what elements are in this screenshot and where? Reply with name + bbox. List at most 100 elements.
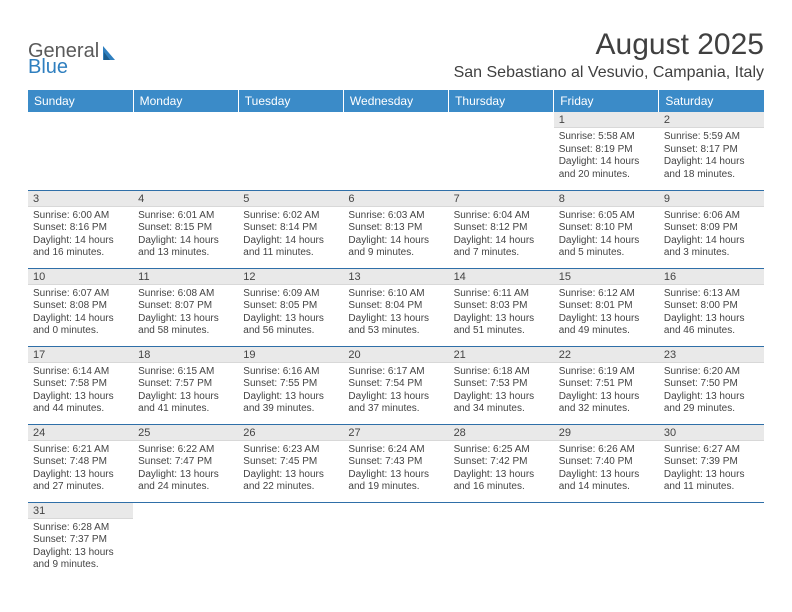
sunrise-text: Sunrise: 6:09 AM xyxy=(243,288,338,301)
day-number: 8 xyxy=(554,191,659,207)
sunset-text: Sunset: 8:16 PM xyxy=(33,222,128,235)
day-details: Sunrise: 6:20 AMSunset: 7:50 PMDaylight:… xyxy=(659,363,764,420)
daylight-text: Daylight: 13 hours and 14 minutes. xyxy=(559,469,654,494)
sunrise-text: Sunrise: 5:59 AM xyxy=(664,131,759,144)
day-details: Sunrise: 6:03 AMSunset: 8:13 PMDaylight:… xyxy=(343,207,448,264)
daylight-text: Daylight: 13 hours and 34 minutes. xyxy=(454,391,549,416)
daylight-text: Daylight: 14 hours and 18 minutes. xyxy=(664,156,759,181)
day-details: Sunrise: 6:13 AMSunset: 8:00 PMDaylight:… xyxy=(659,285,764,342)
calendar-day-cell xyxy=(449,112,554,190)
day-number: 1 xyxy=(554,112,659,128)
calendar-day-cell: 10Sunrise: 6:07 AMSunset: 8:08 PMDayligh… xyxy=(28,268,133,346)
day-number: 26 xyxy=(238,425,343,441)
day-number: 17 xyxy=(28,347,133,363)
calendar-day-cell: 18Sunrise: 6:15 AMSunset: 7:57 PMDayligh… xyxy=(133,346,238,424)
sunrise-text: Sunrise: 6:24 AM xyxy=(348,444,443,457)
calendar-day-cell: 24Sunrise: 6:21 AMSunset: 7:48 PMDayligh… xyxy=(28,424,133,502)
calendar-day-cell: 22Sunrise: 6:19 AMSunset: 7:51 PMDayligh… xyxy=(554,346,659,424)
day-number: 16 xyxy=(659,269,764,285)
sunrise-text: Sunrise: 6:18 AM xyxy=(454,366,549,379)
daylight-text: Daylight: 13 hours and 27 minutes. xyxy=(33,469,128,494)
calendar-day-cell: 6Sunrise: 6:03 AMSunset: 8:13 PMDaylight… xyxy=(343,190,448,268)
sunset-text: Sunset: 7:55 PM xyxy=(243,378,338,391)
day-number: 4 xyxy=(133,191,238,207)
sunrise-text: Sunrise: 6:27 AM xyxy=(664,444,759,457)
daylight-text: Daylight: 13 hours and 29 minutes. xyxy=(664,391,759,416)
sunrise-text: Sunrise: 5:58 AM xyxy=(559,131,654,144)
sunset-text: Sunset: 7:43 PM xyxy=(348,456,443,469)
calendar-day-cell: 1Sunrise: 5:58 AMSunset: 8:19 PMDaylight… xyxy=(554,112,659,190)
daylight-text: Daylight: 13 hours and 53 minutes. xyxy=(348,313,443,338)
day-details: Sunrise: 6:25 AMSunset: 7:42 PMDaylight:… xyxy=(449,441,554,498)
weekday-header: Monday xyxy=(133,90,238,112)
sunset-text: Sunset: 8:13 PM xyxy=(348,222,443,235)
sunrise-text: Sunrise: 6:10 AM xyxy=(348,288,443,301)
day-details: Sunrise: 6:07 AMSunset: 8:08 PMDaylight:… xyxy=(28,285,133,342)
calendar-day-cell: 27Sunrise: 6:24 AMSunset: 7:43 PMDayligh… xyxy=(343,424,448,502)
month-title: August 2025 xyxy=(454,28,764,62)
sunset-text: Sunset: 7:42 PM xyxy=(454,456,549,469)
calendar-day-cell xyxy=(659,502,764,580)
sunrise-text: Sunrise: 6:14 AM xyxy=(33,366,128,379)
daylight-text: Daylight: 13 hours and 11 minutes. xyxy=(664,469,759,494)
day-details: Sunrise: 6:11 AMSunset: 8:03 PMDaylight:… xyxy=(449,285,554,342)
calendar-day-cell xyxy=(238,112,343,190)
daylight-text: Daylight: 14 hours and 20 minutes. xyxy=(559,156,654,181)
day-number: 20 xyxy=(343,347,448,363)
day-details: Sunrise: 6:19 AMSunset: 7:51 PMDaylight:… xyxy=(554,363,659,420)
calendar-day-cell: 28Sunrise: 6:25 AMSunset: 7:42 PMDayligh… xyxy=(449,424,554,502)
day-number: 11 xyxy=(133,269,238,285)
day-details: Sunrise: 6:14 AMSunset: 7:58 PMDaylight:… xyxy=(28,363,133,420)
page-header: General August 2025 San Sebastiano al Ve… xyxy=(28,28,764,82)
calendar-week-row: 10Sunrise: 6:07 AMSunset: 8:08 PMDayligh… xyxy=(28,268,764,346)
weekday-header: Sunday xyxy=(28,90,133,112)
calendar-day-cell: 25Sunrise: 6:22 AMSunset: 7:47 PMDayligh… xyxy=(133,424,238,502)
day-number: 27 xyxy=(343,425,448,441)
sunset-text: Sunset: 7:54 PM xyxy=(348,378,443,391)
sunrise-text: Sunrise: 6:16 AM xyxy=(243,366,338,379)
calendar-day-cell xyxy=(343,502,448,580)
daylight-text: Daylight: 14 hours and 5 minutes. xyxy=(559,235,654,260)
calendar-week-row: 17Sunrise: 6:14 AMSunset: 7:58 PMDayligh… xyxy=(28,346,764,424)
day-details: Sunrise: 5:58 AMSunset: 8:19 PMDaylight:… xyxy=(554,128,659,185)
day-details: Sunrise: 6:17 AMSunset: 7:54 PMDaylight:… xyxy=(343,363,448,420)
daylight-text: Daylight: 13 hours and 46 minutes. xyxy=(664,313,759,338)
calendar-day-cell: 15Sunrise: 6:12 AMSunset: 8:01 PMDayligh… xyxy=(554,268,659,346)
day-number: 15 xyxy=(554,269,659,285)
weekday-header: Saturday xyxy=(659,90,764,112)
calendar-week-row: 24Sunrise: 6:21 AMSunset: 7:48 PMDayligh… xyxy=(28,424,764,502)
day-details: Sunrise: 6:08 AMSunset: 8:07 PMDaylight:… xyxy=(133,285,238,342)
calendar-day-cell xyxy=(133,112,238,190)
sunrise-text: Sunrise: 6:20 AM xyxy=(664,366,759,379)
calendar-day-cell: 7Sunrise: 6:04 AMSunset: 8:12 PMDaylight… xyxy=(449,190,554,268)
sunset-text: Sunset: 7:58 PM xyxy=(33,378,128,391)
calendar-day-cell xyxy=(238,502,343,580)
sunset-text: Sunset: 7:50 PM xyxy=(664,378,759,391)
weekday-header: Thursday xyxy=(449,90,554,112)
sail-icon xyxy=(101,44,121,62)
sunrise-text: Sunrise: 6:00 AM xyxy=(33,210,128,223)
day-details: Sunrise: 6:18 AMSunset: 7:53 PMDaylight:… xyxy=(449,363,554,420)
day-details: Sunrise: 6:05 AMSunset: 8:10 PMDaylight:… xyxy=(554,207,659,264)
day-number: 3 xyxy=(28,191,133,207)
day-details: Sunrise: 6:12 AMSunset: 8:01 PMDaylight:… xyxy=(554,285,659,342)
sunrise-text: Sunrise: 6:17 AM xyxy=(348,366,443,379)
daylight-text: Daylight: 14 hours and 3 minutes. xyxy=(664,235,759,260)
calendar-day-cell: 17Sunrise: 6:14 AMSunset: 7:58 PMDayligh… xyxy=(28,346,133,424)
day-number: 22 xyxy=(554,347,659,363)
day-number: 19 xyxy=(238,347,343,363)
daylight-text: Daylight: 13 hours and 41 minutes. xyxy=(138,391,233,416)
day-details: Sunrise: 6:22 AMSunset: 7:47 PMDaylight:… xyxy=(133,441,238,498)
sunset-text: Sunset: 8:15 PM xyxy=(138,222,233,235)
sunset-text: Sunset: 8:07 PM xyxy=(138,300,233,313)
day-details: Sunrise: 5:59 AMSunset: 8:17 PMDaylight:… xyxy=(659,128,764,185)
sunrise-text: Sunrise: 6:19 AM xyxy=(559,366,654,379)
sunset-text: Sunset: 8:08 PM xyxy=(33,300,128,313)
day-details: Sunrise: 6:06 AMSunset: 8:09 PMDaylight:… xyxy=(659,207,764,264)
day-details: Sunrise: 6:15 AMSunset: 7:57 PMDaylight:… xyxy=(133,363,238,420)
sunset-text: Sunset: 8:14 PM xyxy=(243,222,338,235)
day-details: Sunrise: 6:00 AMSunset: 8:16 PMDaylight:… xyxy=(28,207,133,264)
calendar-day-cell: 31Sunrise: 6:28 AMSunset: 7:37 PMDayligh… xyxy=(28,502,133,580)
calendar-week-row: 1Sunrise: 5:58 AMSunset: 8:19 PMDaylight… xyxy=(28,112,764,190)
sunrise-text: Sunrise: 6:02 AM xyxy=(243,210,338,223)
